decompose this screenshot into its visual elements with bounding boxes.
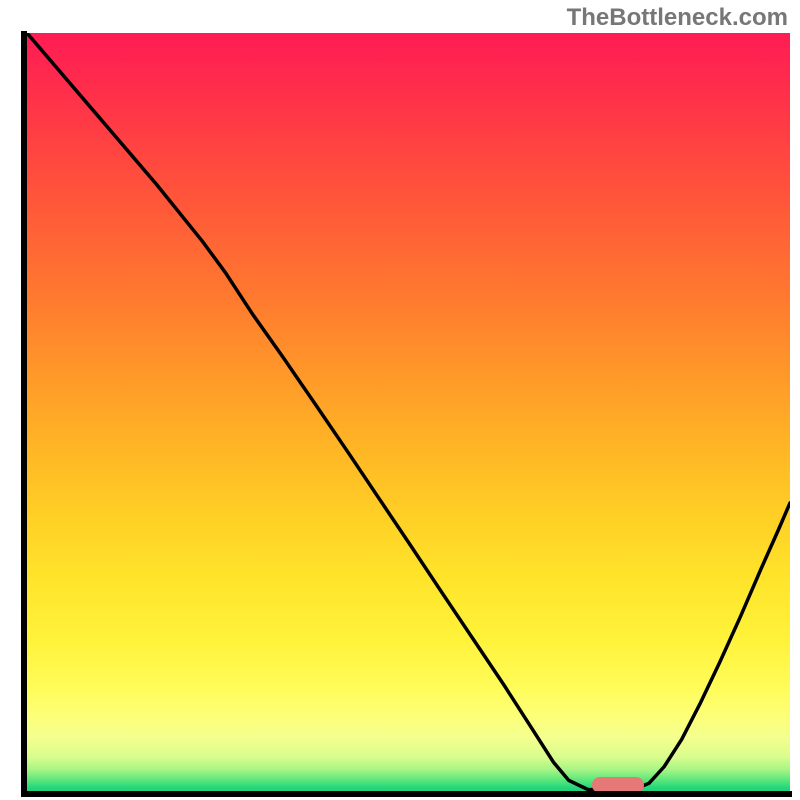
y-axis-line xyxy=(21,31,27,797)
x-axis-line xyxy=(21,791,792,797)
optimum-marker xyxy=(592,777,644,791)
chart-plot-area xyxy=(27,33,790,791)
curve-layer xyxy=(27,33,790,791)
watermark-text: TheBottleneck.com xyxy=(567,4,788,32)
bottleneck-curve xyxy=(27,33,790,790)
